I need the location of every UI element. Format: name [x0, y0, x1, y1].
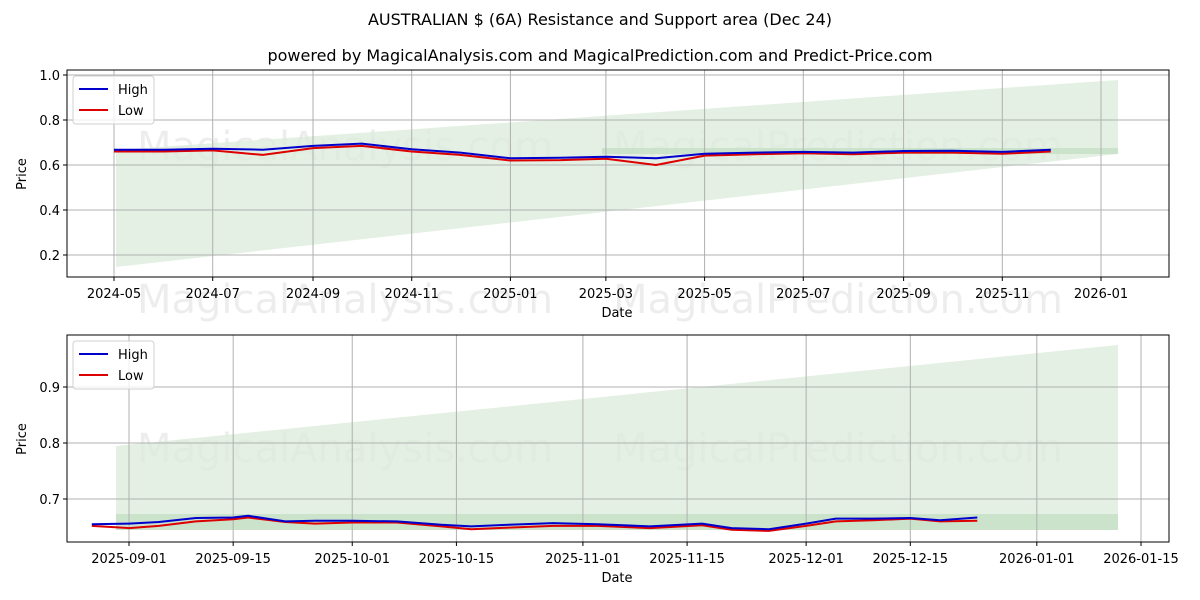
x-tick-label: 2025-09-15: [195, 552, 271, 567]
low-price-line: [91, 516, 978, 532]
x-axis-top: 2024-05 2024-07 2024-09 2024-11 2025-01 2025-…: [87, 277, 1128, 302]
legend-bottom: High Low: [72, 340, 155, 390]
watermark-top-right-2: MagicalPrediction.com: [613, 277, 1063, 323]
y-axis-label-bottom: Price: [15, 423, 30, 455]
price-lines-top: [114, 142, 1051, 166]
x-tick-label: 2024-09: [286, 287, 340, 302]
x-tick-label: 2026-01-01: [999, 552, 1075, 567]
x-tick-label: 2024-05: [87, 287, 141, 302]
x-tick-label: 2026-01: [1074, 287, 1128, 302]
x-axis-bottom: 2025-09-01 2025-09-15 2025-10-01 2025-10-15…: [91, 542, 1179, 567]
x-tick-label: 2025-07: [776, 287, 830, 302]
legend-high-label: High: [118, 348, 148, 363]
grid-bottom: [67, 335, 1169, 542]
price-lines-bottom: [91, 514, 978, 532]
y-tick-label: 0.6: [39, 159, 60, 174]
plot-frame-top: [66, 69, 1170, 278]
y-tick-label: 1.0: [39, 69, 60, 84]
legend-low-label: Low: [118, 104, 144, 119]
y-tick-label: 0.4: [39, 204, 60, 219]
x-tick-label: 2026-01-15: [1103, 552, 1179, 567]
low-price-line: [114, 144, 1051, 166]
x-tick-label: 2025-09-01: [91, 552, 167, 567]
x-tick-label: 2024-07: [186, 287, 240, 302]
x-tick-label: 2025-11: [975, 287, 1029, 302]
x-tick-label: 2025-11-15: [649, 552, 725, 567]
x-axis-label-top: Date: [601, 306, 632, 321]
y-tick-label: 0.2: [39, 249, 60, 264]
legend-high-label: High: [118, 83, 148, 98]
top-chart: MagicalAnalysis.com MagicalPrediction.co…: [15, 69, 1170, 323]
chart-subtitle: powered by MagicalAnalysis.com and Magic…: [267, 46, 933, 65]
x-tick-label: 2025-10-15: [419, 552, 495, 567]
legend-low-label: Low: [118, 369, 144, 384]
support-band-bottom: [116, 345, 1118, 530]
y-tick-label: 0.7: [39, 493, 60, 508]
y-tick-label: 0.9: [39, 381, 60, 396]
support-band-top: [116, 80, 1118, 267]
legend-top: High Low: [72, 75, 155, 125]
x-tick-label: 2025-11-01: [545, 552, 621, 567]
grid-top: [67, 70, 1169, 277]
plot-frame-bottom: [66, 334, 1170, 543]
x-tick-label: 2025-01: [483, 287, 537, 302]
y-tick-label: 0.8: [39, 114, 60, 129]
bottom-chart: MagicalAnalysis.com MagicalPrediction.co…: [15, 334, 1179, 586]
x-tick-label: 2024-11: [385, 287, 439, 302]
x-tick-label: 2025-10-01: [314, 552, 390, 567]
x-tick-label: 2025-09: [876, 287, 930, 302]
chart-title: AUSTRALIAN $ (6A) Resistance and Support…: [367, 10, 833, 29]
x-tick-label: 2025-12-15: [873, 552, 949, 567]
x-tick-label: 2025-03: [579, 287, 633, 302]
y-axis-bottom: 0.7 0.8 0.9: [39, 381, 67, 508]
x-axis-label-bottom: Date: [601, 571, 632, 586]
high-price-line: [114, 142, 1051, 160]
y-tick-label: 0.8: [39, 437, 60, 452]
x-tick-label: 2025-05: [677, 287, 731, 302]
y-axis-label-top: Price: [15, 158, 30, 190]
x-tick-label: 2025-12-01: [768, 552, 844, 567]
support-strip-top: [602, 148, 1118, 154]
y-axis-top: 0.2 0.4 0.6 0.8 1.0: [39, 69, 67, 264]
watermark-top-left-2: MagicalAnalysis.com: [137, 277, 553, 323]
high-price-line: [91, 514, 978, 531]
